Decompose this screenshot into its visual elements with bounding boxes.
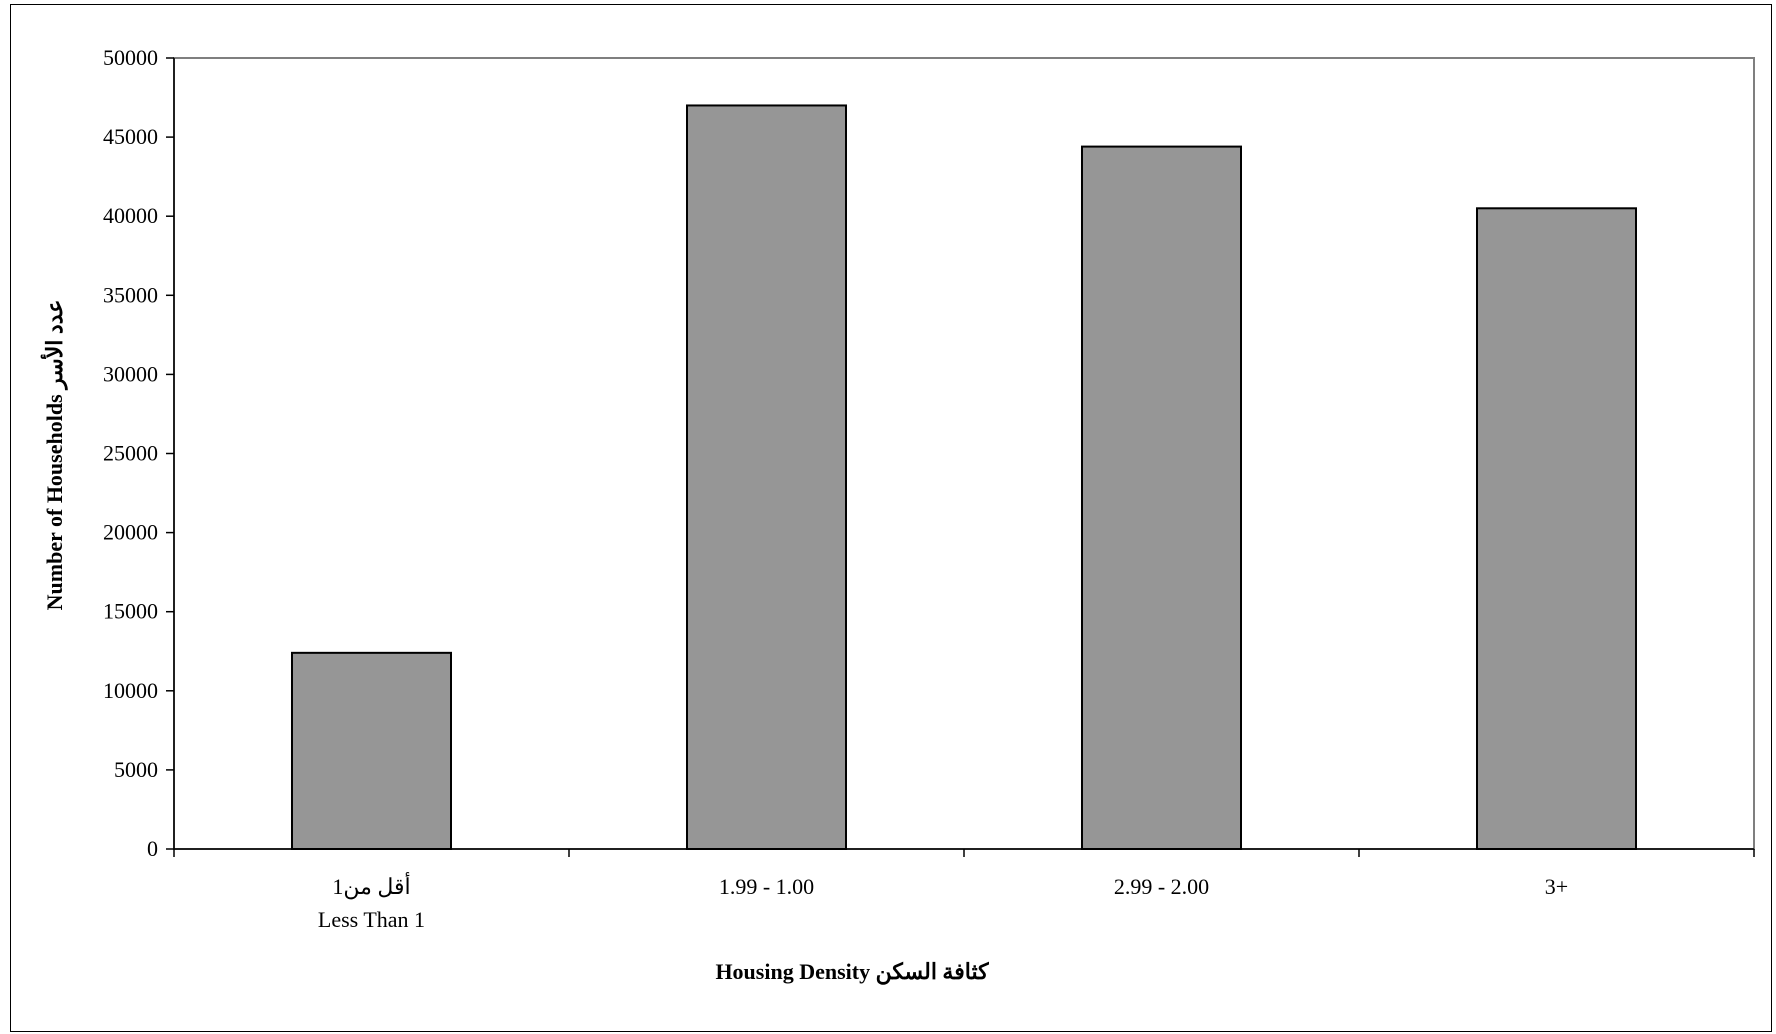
y-tick-label: 0 (147, 836, 158, 861)
x-axis-title: Housing Density كثافة السكن (715, 959, 989, 985)
bars-group (291, 104, 1637, 851)
bar-1 (291, 651, 452, 850)
bar-2 (686, 104, 847, 850)
y-tick-label: 50000 (103, 45, 158, 70)
x-category-label-4: 3+ (1545, 874, 1568, 899)
y-tick-label: 35000 (103, 282, 158, 307)
y-tick-label: 40000 (103, 203, 158, 228)
bar-4 (1476, 207, 1637, 851)
y-tick-labels: 0 5000 10000 15000 20000 25000 30000 35000 40000… (103, 45, 174, 861)
x-tick-labels: أقل من1 Less Than 1 1.99 - 1.00 2.99 - 2.00… (173, 849, 1755, 932)
y-tick-label: 25000 (103, 441, 158, 466)
y-tick-label: 20000 (103, 520, 158, 545)
x-category-sublabel-1: Less Than 1 (318, 907, 425, 932)
x-category-label-1: أقل من1 (332, 871, 410, 900)
x-category-label-3: 2.99 - 2.00 (1114, 874, 1209, 899)
y-tick-label: 45000 (103, 124, 158, 149)
bar-3 (1081, 145, 1242, 851)
y-tick-label: 15000 (103, 599, 158, 624)
y-tick-label: 30000 (103, 361, 158, 386)
x-category-label-2: 1.99 - 1.00 (719, 874, 814, 899)
y-axis-title: Number of Households عدد الأسر (40, 300, 68, 611)
y-tick-label: 5000 (114, 757, 158, 782)
y-tick-label: 10000 (103, 678, 158, 703)
